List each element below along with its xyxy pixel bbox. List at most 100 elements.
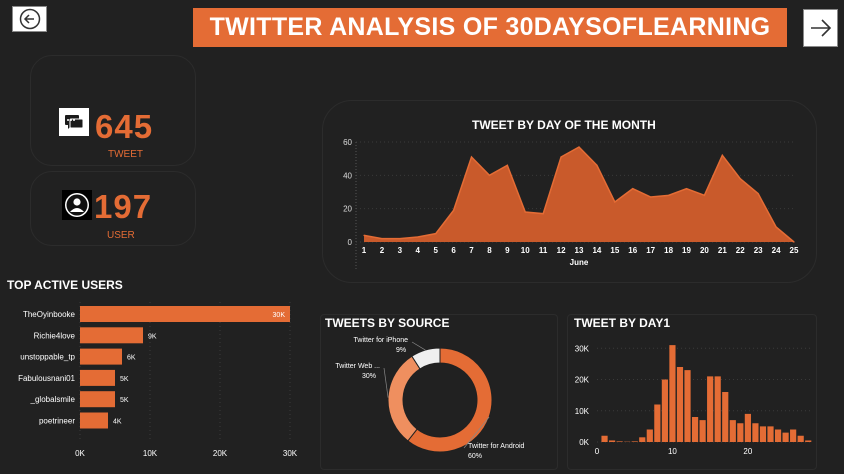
data-point <box>632 188 634 190</box>
y-tick-label: 20K <box>575 376 590 385</box>
leader-line <box>463 416 490 449</box>
x-tick-label: 10 <box>668 447 677 456</box>
day-bar <box>714 376 721 442</box>
data-point <box>488 174 491 176</box>
forward-arrow-icon <box>810 19 831 37</box>
y-tick-label: 60 <box>343 138 352 147</box>
forward-button[interactable] <box>803 9 838 47</box>
x-tick-label: 23 <box>754 246 763 255</box>
x-tick-label: 7 <box>469 246 474 255</box>
x-tick-label: 16 <box>628 246 637 255</box>
x-tick-label: 24 <box>772 246 781 255</box>
top-users-title: TOP ACTIVE USERS <box>7 278 123 292</box>
day-bar <box>722 392 729 442</box>
bar-value-label: 4K <box>113 419 122 426</box>
tweets-by-source-title: TWEETS BY SOURCE <box>325 316 450 330</box>
day-bar <box>744 413 751 442</box>
data-point <box>506 164 508 166</box>
day-bar <box>752 423 759 442</box>
bar-value-label: 30K <box>273 312 286 319</box>
user-bar <box>80 369 115 386</box>
tweet-by-day1-chart: 0K 10K 20K 30K 0 10 20 <box>575 344 812 456</box>
data-point <box>703 194 706 196</box>
user-name-label: Richie4love <box>34 331 76 340</box>
data-point <box>470 156 473 158</box>
user-name-label: _globalsmile <box>30 395 76 404</box>
back-arrow-icon <box>19 8 40 30</box>
x-tick-label: 2 <box>380 246 385 255</box>
day-bar <box>805 440 812 442</box>
data-point <box>560 156 562 158</box>
user-count-label: USER <box>107 230 135 241</box>
x-tick-label: 25 <box>790 246 799 255</box>
x-tick-label: 6 <box>451 246 456 255</box>
day-bar <box>608 440 616 442</box>
data-point <box>685 188 688 190</box>
x-tick-label: 21 <box>718 246 727 255</box>
data-point <box>614 201 616 203</box>
data-point <box>363 234 365 236</box>
chat-icon <box>59 108 89 136</box>
data-point <box>417 236 419 238</box>
day-bar <box>669 345 676 442</box>
slice-percent-label: 9% <box>396 347 406 354</box>
day-bar <box>774 429 782 442</box>
data-point <box>435 233 437 235</box>
x-tick-label: 0 <box>595 447 600 456</box>
x-tick-label: 19 <box>682 246 691 255</box>
x-tick-label: 1 <box>362 246 367 255</box>
x-tick-label: 14 <box>592 246 601 255</box>
data-point <box>542 213 544 215</box>
day-bar <box>616 441 623 442</box>
user-bar <box>80 327 143 344</box>
tweets-by-source-card <box>320 314 558 470</box>
user-bar <box>80 412 108 429</box>
day-bar <box>601 435 608 442</box>
leader-line <box>411 341 426 351</box>
tweet-by-day-title: TWEET BY DAY OF THE MONTH <box>472 118 656 132</box>
data-point <box>739 178 741 180</box>
tweet-count: 645 <box>95 108 154 145</box>
x-tick-label: 17 <box>646 246 655 255</box>
x-tick-label: 9 <box>505 246 510 255</box>
tweet-kpi-card <box>30 55 196 166</box>
day-bar <box>654 404 661 442</box>
day-bar <box>767 426 774 442</box>
day-bar <box>631 441 638 442</box>
x-tick-label: 22 <box>736 246 745 255</box>
tweet-count-label: TWEET <box>108 149 143 160</box>
y-tick-label: 0K <box>579 438 589 447</box>
slice-name-label: Twitter for Android <box>468 443 525 450</box>
data-point <box>452 209 455 211</box>
slice-name-label: Twitter for iPhone <box>354 337 409 344</box>
user-kpi-card <box>30 171 196 246</box>
tweet-by-day1-card <box>567 314 817 470</box>
x-tick-label: 10 <box>521 246 530 255</box>
day-bar <box>782 432 789 442</box>
bar-value-label: 9K <box>148 333 157 340</box>
user-name-label: Fabulousnani01 <box>18 374 75 383</box>
day-bar <box>707 376 714 442</box>
x-tick-label: 12 <box>557 246 566 255</box>
y-tick-label: 40 <box>343 171 352 180</box>
donut-slice <box>387 355 421 442</box>
tweet-by-day-card <box>322 100 817 283</box>
tweets-by-source-chart: Twitter for Android 60% Twitter Web ... 30%… <box>335 337 525 460</box>
user-bar <box>80 391 115 408</box>
data-point <box>667 194 670 196</box>
day-bar <box>661 379 668 442</box>
back-button[interactable] <box>12 6 47 32</box>
day-bar <box>790 429 797 442</box>
y-tick-label: 10K <box>575 407 590 416</box>
y-tick-label: 20 <box>343 205 352 214</box>
x-tick-label: 30K <box>283 449 298 456</box>
bar-value-label: 5K <box>120 376 129 383</box>
bar-value-label: 5K <box>120 397 129 404</box>
x-tick-label: 15 <box>610 246 619 255</box>
user-name-label: TheOyinbooke <box>23 310 76 319</box>
leader-line <box>383 367 389 398</box>
x-tick-label: 20K <box>213 449 228 456</box>
donut-slice <box>407 347 493 453</box>
user-name-label: unstoppable_tp <box>20 353 75 362</box>
day-bar <box>684 370 691 442</box>
